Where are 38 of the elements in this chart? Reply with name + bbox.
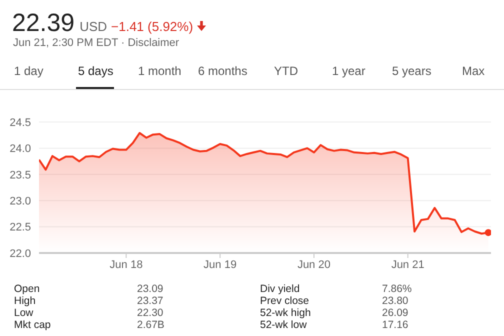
y-tick-label: 23.0 — [10, 196, 31, 208]
text: 2.67B — [137, 319, 164, 331]
x-tick-label: Jun 20 — [297, 258, 330, 271]
text: Low — [14, 307, 34, 319]
chart-title: 22.39 — [12, 9, 75, 38]
y-tick-label: 22.5 — [10, 222, 31, 234]
text: 52-wk high — [260, 307, 311, 319]
text: Prev close — [260, 295, 310, 307]
text: Open — [14, 283, 40, 295]
text: 26.09 — [382, 307, 408, 319]
x-tick-label: Jun 21 — [391, 258, 424, 271]
text: Jun 21, 2:30 PM EDT · Disclaimer — [13, 37, 180, 49]
text: 17.16 — [382, 319, 408, 331]
text: 5 years — [392, 64, 432, 78]
text: 6 months — [198, 64, 248, 78]
text: 22.30 — [137, 307, 164, 319]
text: 7.86% — [382, 283, 412, 295]
text: 5 days — [78, 64, 114, 78]
y-tick-label: 24.5 — [10, 116, 31, 129]
text: 52-wk low — [260, 319, 307, 331]
text: Div yield — [260, 283, 300, 295]
chart-subtitle: USD — [80, 19, 108, 34]
text: 23.80 — [382, 295, 408, 307]
text: Mkt cap — [14, 319, 51, 331]
x-tick-label: Jun 19 — [204, 258, 237, 271]
text: 1 month — [138, 64, 182, 78]
text: 23.09 — [137, 283, 164, 295]
text: 23.37 — [137, 295, 164, 307]
text: 1 year — [332, 64, 366, 78]
text: Max — [462, 64, 485, 78]
text: −1.41 (5.92%) — [111, 19, 194, 34]
text: High — [14, 295, 36, 307]
y-tick-label: 24.0 — [10, 143, 31, 156]
text: 1 day — [14, 64, 44, 78]
x-tick-label: Jun 18 — [110, 258, 143, 271]
y-tick-label: 23.5 — [10, 169, 31, 182]
y-tick-label: 22.0 — [10, 248, 31, 260]
text: YTD — [274, 64, 298, 78]
